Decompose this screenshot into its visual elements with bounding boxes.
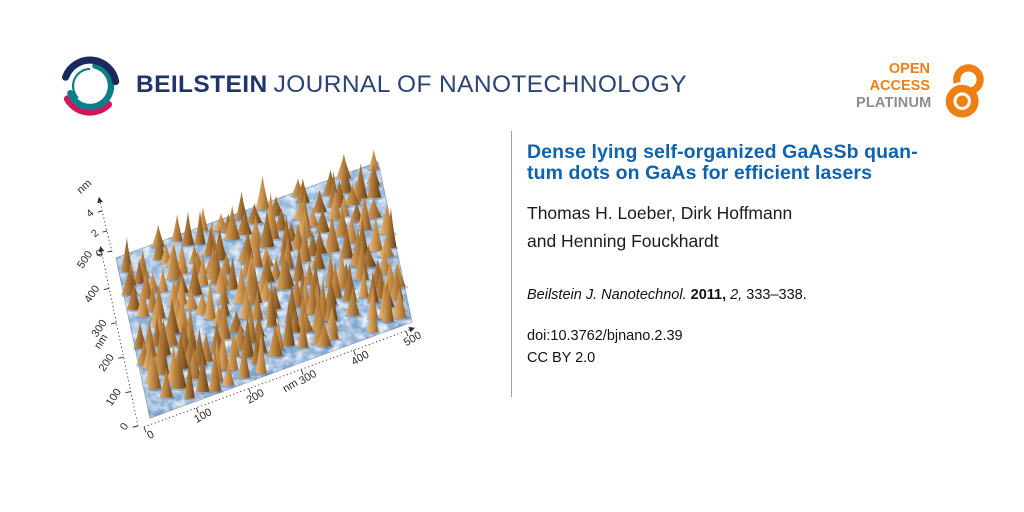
journal-title-rest: JOURNAL OF NANOTECHNOLOGY (273, 71, 687, 98)
article-citation: Beilstein J. Nanotechnol. 2011, 2, 333–3… (527, 284, 979, 306)
article-title: Dense lying self-organized GaAsSb quan- … (527, 142, 979, 183)
article-authors: Thomas H. Loeber, Dirk Hoffmann and Henn… (527, 199, 979, 255)
citation-volume: 2, (730, 287, 743, 303)
citation-year: 2011, (690, 287, 727, 303)
article-authors-line2: and Henning Fouckhardt (527, 231, 719, 251)
afm-3d-figure: 0 100 200 300 400 500 nm 0 100 200 300 400 500 nm 0 2 4 n… (60, 140, 480, 460)
beilstein-swirl-logo (58, 54, 122, 116)
open-access-line1: OPEN (888, 61, 930, 77)
svg-text:100: 100 (104, 386, 124, 408)
article-license: CC BY 2.0 (527, 350, 596, 366)
svg-text:400: 400 (82, 283, 102, 305)
svg-text:0: 0 (118, 421, 131, 433)
open-access-line2: ACCESS (869, 78, 930, 94)
svg-text:500: 500 (75, 249, 95, 271)
open-access-lock-icon (937, 58, 991, 120)
svg-text:nm: nm (75, 177, 94, 196)
article-info: Dense lying self-organized GaAsSb quan- … (527, 142, 979, 369)
article-title-line1: Dense lying self-organized GaAsSb quan- (527, 141, 918, 163)
svg-text:300: 300 (297, 368, 319, 388)
open-access-labels: OPEN ACCESS PLATINUM (856, 58, 932, 112)
svg-text:500: 500 (402, 329, 424, 349)
svg-text:2: 2 (89, 227, 101, 240)
afm-3d-figure-svg: 0100200300400500nm0100200300400500nm024n… (75, 149, 424, 442)
article-doi: doi:10.3762/bjnano.2.39 (527, 328, 683, 344)
article-title-line2: tum dots on GaAs for efficient lasers (527, 161, 873, 184)
svg-text:0: 0 (94, 247, 106, 260)
quantum-dot-peaks (120, 149, 410, 401)
open-access-line3: PLATINUM (856, 95, 932, 111)
svg-text:100: 100 (192, 406, 214, 426)
open-access-badge: OPEN ACCESS PLATINUM (856, 58, 991, 120)
svg-text:200: 200 (245, 387, 267, 407)
svg-text:200: 200 (97, 352, 117, 374)
svg-text:4: 4 (84, 207, 96, 220)
doi-license-block: doi:10.3762/bjnano.2.39 CC BY 2.0 (527, 325, 979, 369)
vertical-divider (511, 131, 512, 397)
citation-journal: Beilstein J. Nanotechnol. (527, 287, 687, 303)
journal-title: BEILSTEIN JOURNAL OF NANOTECHNOLOGY (136, 71, 687, 99)
svg-text:400: 400 (349, 349, 371, 369)
svg-text:0: 0 (145, 429, 156, 442)
citation-pages: 333–338. (746, 287, 807, 303)
journal-title-bold: BEILSTEIN (136, 71, 268, 98)
article-authors-line1: Thomas H. Loeber, Dirk Hoffmann (527, 203, 793, 223)
beilstein-swirl-icon (61, 56, 120, 116)
svg-text:nm: nm (281, 377, 300, 395)
